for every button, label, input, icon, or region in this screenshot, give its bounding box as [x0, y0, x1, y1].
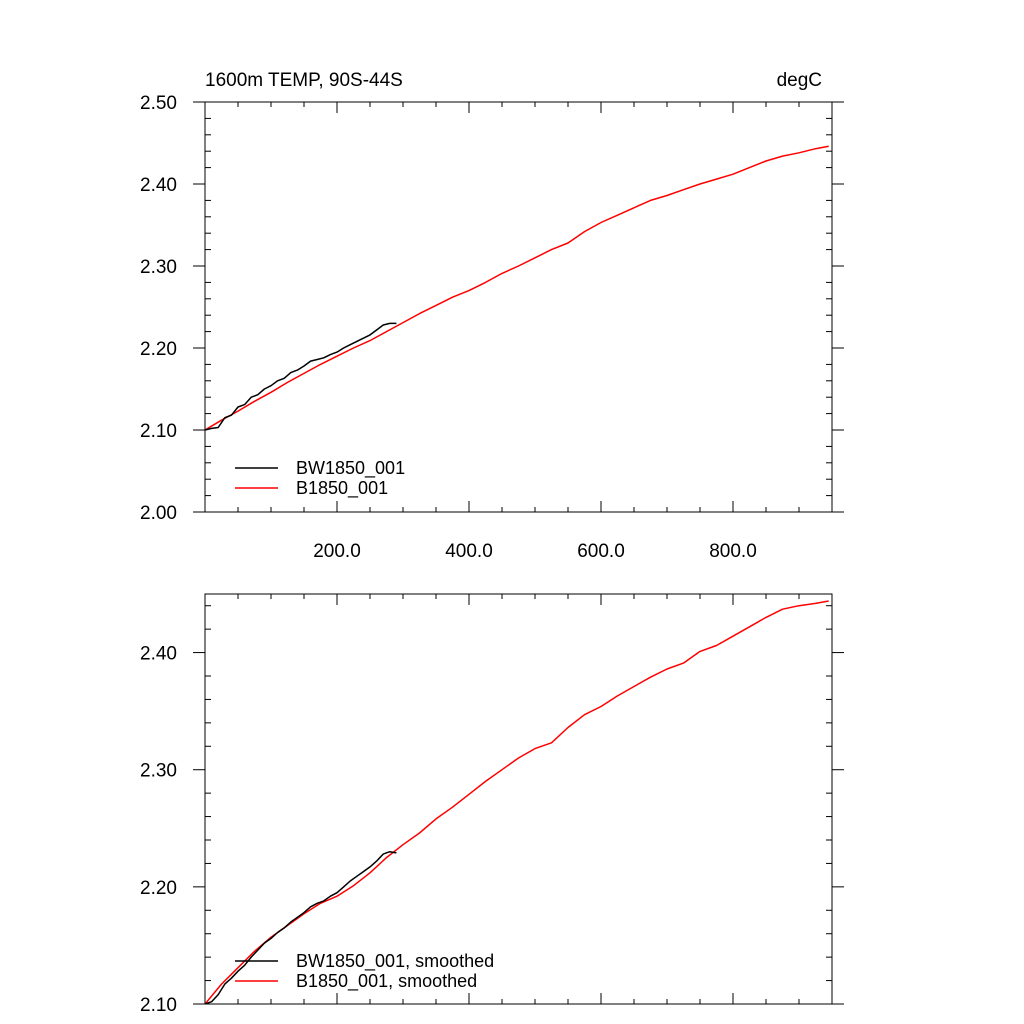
series-line-b1850	[205, 600, 829, 1004]
x-tick-label: 400.0	[445, 541, 493, 562]
x-tick-label: 200.0	[313, 541, 361, 562]
chart-title: 1600m TEMP, 90S-44S	[205, 70, 403, 91]
y-tick-label: 2.10	[140, 995, 177, 1016]
series-line-b1850	[205, 145, 829, 431]
series-line-bw1850	[205, 850, 397, 1004]
y-tick-label: 2.10	[140, 421, 177, 442]
y-tick-label: 2.20	[140, 878, 177, 899]
y-tick-label: 2.00	[140, 503, 177, 524]
legend-label: BW1850_001, smoothed	[296, 951, 494, 972]
y-tick-label: 2.20	[140, 339, 177, 360]
series-line-bw1850	[205, 322, 397, 431]
legend-label: B1850_001, smoothed	[296, 971, 477, 992]
legend-label: BW1850_001	[296, 458, 405, 479]
x-tick-label: 600.0	[577, 541, 625, 562]
y-tick-label: 2.30	[140, 761, 177, 782]
y-tick-label: 2.50	[140, 93, 177, 114]
y-tick-label: 2.30	[140, 257, 177, 278]
x-tick-label: 800.0	[709, 541, 757, 562]
legend-label: B1850_001	[296, 478, 388, 499]
y-tick-label: 2.40	[140, 644, 177, 665]
plot-frame	[204, 593, 833, 1005]
y-tick-label: 2.40	[140, 175, 177, 196]
bottom-panel: 2.10 2.20 2.30 2.40 BW1850_001, smoothedB185…	[140, 593, 844, 1016]
units-label: degC	[777, 70, 822, 91]
top-panel: 200.0 400.0 600.0 800.0 2.00 2.10 2.20 2.30 2.40…	[140, 70, 844, 562]
plot-frame	[204, 101, 833, 513]
